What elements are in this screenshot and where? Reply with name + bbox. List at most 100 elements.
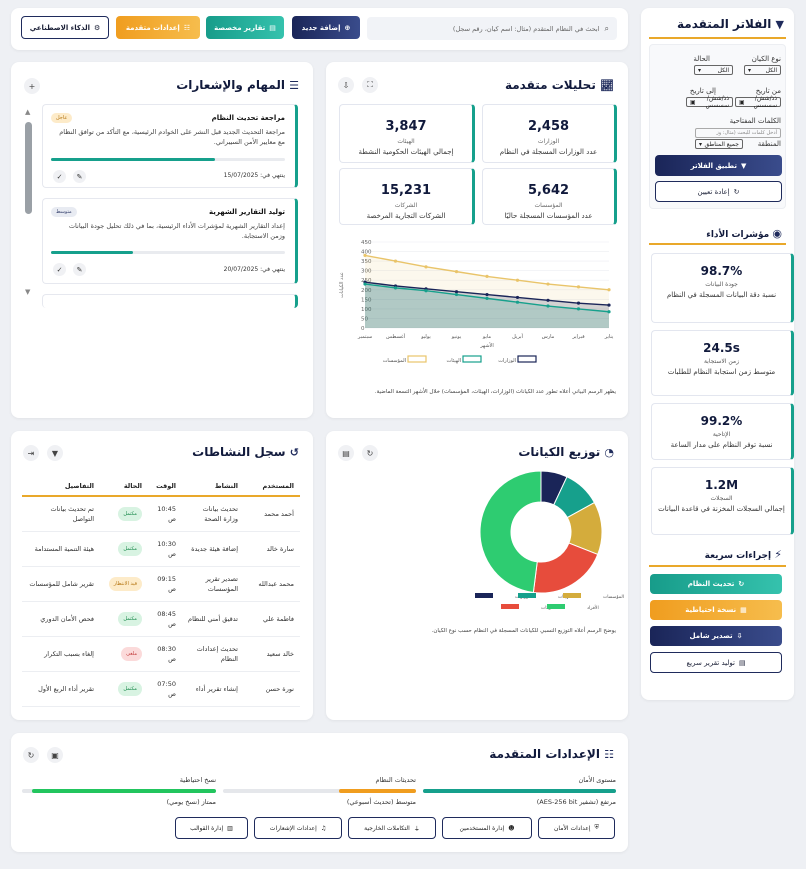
refresh-icon[interactable]: ↻	[362, 445, 378, 461]
list-check-icon: ☰	[289, 79, 299, 92]
scroll-down-icon[interactable]: ▼	[25, 288, 31, 296]
notification-settings-button[interactable]: ♫ إعدادات الإشعارات	[254, 817, 342, 839]
col-user: المستخدم	[244, 477, 300, 497]
cell-details: هيئة التنمية المستدامة	[22, 531, 100, 567]
filter-icon: ▼	[775, 18, 784, 31]
region-label: المنطقة	[757, 140, 781, 148]
system-updates-bar	[223, 789, 416, 793]
sliders-icon: ☷	[183, 23, 191, 32]
reset-filters-button[interactable]: ↻ إعادة تعيين	[655, 181, 782, 202]
y-tick-label: 300	[361, 269, 372, 275]
status-badge: مكتمل	[118, 506, 142, 521]
system-updates-label: تحديثات النظام	[375, 776, 416, 784]
task-progress-fill	[51, 158, 215, 161]
distribution-title: ◔ توزيع الكيانات	[518, 445, 614, 459]
kpi-card-response-time: 24.5s زمن الاستجابة متوسط زمن استجابة ال…	[651, 330, 794, 396]
data-point	[454, 292, 459, 297]
refresh-icon[interactable]: ↻	[23, 747, 39, 763]
series-area	[365, 284, 609, 328]
download-icon[interactable]: ⇩	[338, 77, 354, 93]
task-item: مراجعة تحديث النظام عاجل مراجعة التحديث …	[42, 104, 298, 188]
y-tick-label: 250	[361, 278, 372, 284]
cell-activity: تدقيق أمني للنظام	[182, 601, 244, 637]
data-point	[363, 253, 367, 257]
edit-icon[interactable]: ✎	[73, 170, 86, 183]
add-task-button[interactable]: +	[24, 78, 40, 94]
col-activity: النشاط	[182, 477, 244, 497]
legend-label: المؤسسات	[383, 358, 406, 364]
cell-activity: إنشاء تقرير أداء	[182, 671, 244, 707]
scrollbar[interactable]: ▲ ▼	[24, 108, 33, 298]
x-tick-label: سبتمبر	[357, 334, 372, 340]
shield-icon: ⛨	[594, 824, 600, 831]
sliders-icon: ☷	[604, 748, 614, 761]
scroll-up-icon[interactable]: ▲	[25, 108, 31, 116]
apply-filters-button[interactable]: ▼ تطبيق الفلاتر	[655, 155, 782, 176]
integrations-button[interactable]: ⏚ التكاملات الخارجية	[348, 817, 436, 839]
region-select[interactable]: جميع المناطق ▾	[695, 139, 743, 149]
cell-time: 08:45 ص	[148, 601, 182, 637]
chevron-down-icon: ▾	[748, 66, 752, 74]
scroll-thumb[interactable]	[25, 122, 32, 214]
custom-reports-button[interactable]: ▤ تقارير مخصصة	[206, 16, 284, 39]
cell-activity: تصدير تقرير المؤسسات	[182, 566, 244, 602]
data-point	[485, 274, 489, 278]
to-date-input[interactable]: ذذ/شش/سسسس ▣	[686, 95, 733, 109]
check-icon[interactable]: ✓	[53, 170, 66, 183]
legend-label: الأفراد	[587, 604, 599, 611]
table-row: فاطمة علي تدقيق أمني للنظام 08:45 ص مكتمل فح…	[22, 601, 300, 637]
backup-button[interactable]: ▦ نسخة احتياطية	[650, 600, 782, 620]
add-new-button[interactable]: ⊕ إضافة جديد	[292, 16, 360, 39]
legend-label: الوزارات	[498, 358, 516, 364]
cell-user: خالد سعيد	[244, 636, 300, 672]
cell-status: مكتمل	[100, 496, 148, 532]
backups-value: ممتاز (نسخ يومي)	[166, 798, 216, 806]
tasks-title: ☰ المهام والإشعارات	[176, 78, 299, 92]
refresh-icon: ↻	[738, 580, 745, 588]
update-system-button[interactable]: ↻ تحديث النظام	[650, 574, 782, 594]
from-date-input[interactable]: ذذ/شش/سسسس ▣	[735, 95, 781, 109]
save-icon[interactable]: ▣	[47, 747, 63, 763]
filter-icon[interactable]: ▼	[47, 445, 63, 461]
status-badge: قيد الانتظار	[108, 576, 142, 591]
line-chart: 0 50 100 150 200 250 300 350 400 450 عدد الكيانات ي…	[339, 240, 614, 364]
check-icon[interactable]: ✓	[53, 263, 66, 276]
bolt-icon: ⚡	[774, 548, 782, 561]
template-icon: ▥	[227, 824, 233, 832]
activity-title: ↺ سجل النشاطات	[192, 445, 299, 459]
security-settings-button[interactable]: ⛨ إعدادات الأمان	[538, 817, 615, 839]
y-tick-label: 350	[361, 259, 372, 265]
user-management-button[interactable]: ☻ إدارة المستخدمين	[442, 817, 532, 839]
database-icon: ▦	[740, 606, 747, 614]
x-tick-label: مايو	[482, 334, 491, 340]
keywords-input[interactable]: أدخل كلمات للبحث (مثال: وز	[695, 128, 781, 138]
data-point	[607, 303, 611, 307]
quick-report-button[interactable]: ▤ توليد تقرير سريع	[650, 652, 782, 673]
export-icon[interactable]: ⇥	[23, 445, 39, 461]
legend-label: الهيئات	[447, 358, 461, 364]
series-area	[365, 255, 609, 328]
status-badge: ملغى	[121, 646, 142, 661]
search-input[interactable]: ⌕ ابحث في النظام المتقدم (مثال: اسم كيان…	[367, 17, 617, 40]
ai-button[interactable]: ⚙ الذكاء الاصطناعي	[21, 16, 109, 39]
performance-title: ◉ مؤشرات الأداء	[706, 227, 782, 240]
x-axis-label: الأشهر	[479, 342, 494, 349]
table-row: أحمد محمد تحديث بيانات وزارة الصحة 10:45 ص…	[22, 496, 300, 532]
entity-type-select[interactable]: الكل ▾	[744, 65, 781, 75]
refresh-icon: ↻	[733, 187, 740, 196]
status-select[interactable]: الكل ▾	[694, 65, 733, 75]
download-icon: ⇩	[736, 632, 743, 640]
calendar-icon: ▣	[739, 98, 745, 106]
fullscreen-icon[interactable]: ⛶	[362, 77, 378, 93]
y-axis-label: عدد الكيانات	[339, 272, 345, 298]
edit-icon[interactable]: ✎	[73, 263, 86, 276]
data-point	[454, 270, 459, 274]
cell-user: فاطمة علي	[244, 601, 300, 637]
templates-button[interactable]: ▥ إدارة القوالب	[175, 817, 248, 839]
status-badge: مكتمل	[118, 611, 142, 626]
export-all-button[interactable]: ⇩ تصدير شامل	[650, 626, 782, 646]
legend-swatch	[547, 604, 565, 609]
advanced-settings-button[interactable]: ☷ إعدادات متقدمة	[116, 16, 200, 39]
cell-activity: تحديث بيانات وزارة الصحة	[182, 496, 244, 532]
file-pdf-icon[interactable]: ▤	[338, 445, 354, 461]
